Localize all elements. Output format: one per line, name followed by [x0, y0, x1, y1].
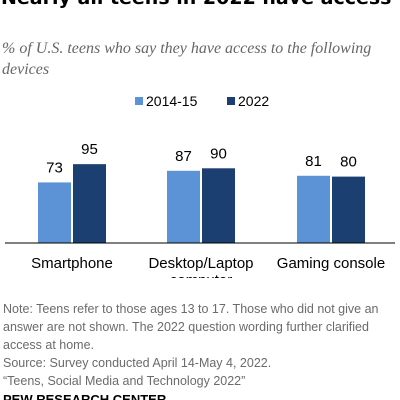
legend-label-2022: 2022: [238, 93, 269, 109]
bar-group: [38, 164, 365, 243]
legend-swatch-2014-15: [135, 97, 143, 105]
bar-2022-2: [332, 176, 365, 243]
bar-chart: 2014-15 2022 73 95 87 90 81 80 Smartphone Deskt…: [5, 93, 395, 278]
value-labels: 73 95 87 90 81 80: [46, 141, 357, 176]
bar-2022-0: [73, 164, 106, 243]
legend-swatch-2022: [227, 97, 235, 105]
bar-2014-15-0: [38, 182, 71, 243]
value-label-2014-15-0: 73: [46, 159, 63, 176]
notes-block: Note: Teens refer to those ages 13 to 17…: [3, 300, 400, 390]
bar-2014-15-2: [297, 175, 330, 243]
footer-brand: PEW RESEARCH CENTER: [3, 392, 167, 400]
category-label-1-line-0: Desktop/Laptop: [148, 255, 253, 272]
value-label-2022-1: 90: [210, 145, 227, 162]
bar-2014-15-1: [167, 170, 200, 243]
report-title-text: “Teens, Social Media and Technology 2022…: [3, 374, 246, 388]
value-label-2022-0: 95: [81, 141, 98, 158]
category-label-0-line-0: Smartphone: [31, 255, 113, 272]
chart-legend: 2014-15 2022: [135, 93, 269, 109]
category-label-2-line-0: Gaming console: [277, 255, 385, 272]
legend-label-2014-15: 2014-15: [146, 93, 198, 109]
source-text: Source: Survey conducted April 14-May 4,…: [3, 356, 272, 370]
note-text: Note: Teens refer to those ages 13 to 17…: [3, 302, 379, 352]
value-label-2014-15-1: 87: [175, 148, 192, 165]
value-label-2014-15-2: 81: [305, 153, 322, 170]
chart-subtitle: % of U.S. teens who say they have access…: [2, 40, 372, 78]
category-label-1-line-1: computer: [170, 272, 233, 278]
chart-title: Nearly all teens in 2022 have access to …: [1, 0, 400, 11]
bar-2022-1: [202, 168, 235, 243]
value-label-2022-2: 80: [340, 154, 357, 171]
category-labels: Smartphone Desktop/Laptopcomputer Gaming c…: [31, 255, 385, 278]
